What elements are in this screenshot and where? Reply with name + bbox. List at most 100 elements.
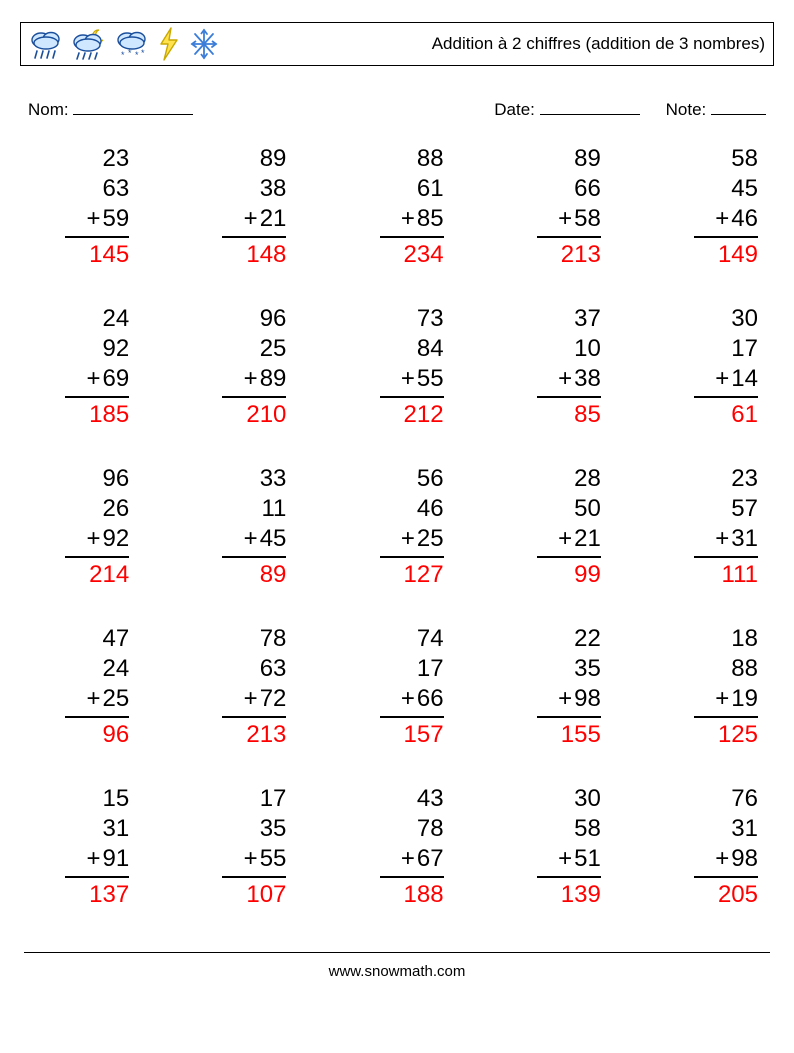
- operand-2: 50: [541, 494, 601, 524]
- addition-problem: 9625+89210: [187, 304, 286, 430]
- header-icons: * * * *: [27, 26, 221, 62]
- answer: 205: [698, 880, 758, 910]
- answer: 139: [541, 880, 601, 910]
- operand-3-line: +58: [541, 204, 601, 234]
- operand-2: 58: [541, 814, 601, 844]
- addition-problem: 5646+25127: [344, 464, 443, 590]
- operand-3-line: +14: [698, 364, 758, 394]
- addition-problem: 4378+67188: [344, 784, 443, 910]
- sum-rule: [222, 396, 286, 398]
- operator: +: [558, 684, 572, 714]
- operand-3: 69: [102, 364, 129, 394]
- answer: 157: [384, 720, 444, 750]
- operand-3: 92: [102, 524, 129, 554]
- addition-problem: 2492+69185: [30, 304, 129, 430]
- addition-problem: 8938+21148: [187, 144, 286, 270]
- answer: 137: [69, 880, 129, 910]
- addition-problem: 8966+58213: [502, 144, 601, 270]
- operand-1: 30: [541, 784, 601, 814]
- operand-3-line: +51: [541, 844, 601, 874]
- operand-2: 88: [698, 654, 758, 684]
- operand-3: 21: [574, 524, 601, 554]
- sum-rule: [537, 716, 601, 718]
- answer: 213: [226, 720, 286, 750]
- operand-3-line: +25: [69, 684, 129, 714]
- operand-3: 91: [102, 844, 129, 874]
- operator: +: [244, 684, 258, 714]
- date-field: Date:: [494, 96, 639, 120]
- operand-3: 66: [417, 684, 444, 714]
- operator: +: [244, 364, 258, 394]
- operand-3-line: +45: [226, 524, 286, 554]
- operand-2: 84: [384, 334, 444, 364]
- operator: +: [558, 844, 572, 874]
- operand-2: 63: [226, 654, 286, 684]
- note-field: Note:: [666, 96, 766, 120]
- sum-rule: [537, 396, 601, 398]
- sum-rule: [537, 876, 601, 878]
- operand-1: 58: [698, 144, 758, 174]
- operand-3-line: +55: [384, 364, 444, 394]
- answer: 145: [69, 240, 129, 270]
- lightning-icon: [155, 26, 183, 62]
- date-label: Date:: [494, 100, 535, 119]
- name-blank[interactable]: [73, 96, 193, 115]
- operand-1: 24: [69, 304, 129, 334]
- operand-1: 96: [69, 464, 129, 494]
- operand-3: 25: [417, 524, 444, 554]
- name-field: Nom:: [28, 96, 193, 120]
- sum-rule: [694, 236, 758, 238]
- addition-problem: 2235+98155: [502, 624, 601, 750]
- operand-1: 73: [384, 304, 444, 334]
- operand-3: 98: [731, 844, 758, 874]
- sum-rule: [694, 716, 758, 718]
- answer: 85: [541, 400, 601, 430]
- operand-3-line: +66: [384, 684, 444, 714]
- answer: 155: [541, 720, 601, 750]
- operand-2: 31: [69, 814, 129, 844]
- operand-3-line: +19: [698, 684, 758, 714]
- night-rain-cloud-icon: [69, 26, 109, 62]
- operator: +: [401, 844, 415, 874]
- operator: +: [401, 364, 415, 394]
- addition-problem: 4724+2596: [30, 624, 129, 750]
- operand-2: 66: [541, 174, 601, 204]
- footer-divider: [24, 952, 770, 953]
- operand-3-line: +69: [69, 364, 129, 394]
- operand-3-line: +89: [226, 364, 286, 394]
- snow-cloud-icon: * * * *: [113, 26, 151, 62]
- operand-1: 89: [226, 144, 286, 174]
- snowflake-icon: [187, 26, 221, 62]
- addition-problem: 5845+46149: [659, 144, 758, 270]
- operand-3: 55: [260, 844, 287, 874]
- sum-rule: [65, 876, 129, 878]
- addition-problem: 1531+91137: [30, 784, 129, 910]
- sum-rule: [537, 236, 601, 238]
- sum-rule: [222, 876, 286, 878]
- answer: 234: [384, 240, 444, 270]
- answer: 214: [69, 560, 129, 590]
- operator: +: [401, 684, 415, 714]
- answer: 213: [541, 240, 601, 270]
- worksheet-title: Addition à 2 chiffres (addition de 3 nom…: [432, 34, 765, 54]
- operand-1: 18: [698, 624, 758, 654]
- operand-2: 92: [69, 334, 129, 364]
- operand-2: 26: [69, 494, 129, 524]
- operand-3: 25: [102, 684, 129, 714]
- name-label: Nom:: [28, 100, 69, 120]
- problems-grid: 2363+591458938+211488861+852348966+58213…: [30, 144, 758, 910]
- operand-1: 30: [698, 304, 758, 334]
- answer: 127: [384, 560, 444, 590]
- operand-3: 67: [417, 844, 444, 874]
- addition-problem: 8861+85234: [344, 144, 443, 270]
- addition-problem: 3058+51 139: [502, 784, 601, 910]
- sum-rule: [537, 556, 601, 558]
- addition-problem: 2850+2199: [502, 464, 601, 590]
- answer: 149: [698, 240, 758, 270]
- operand-1: 76: [698, 784, 758, 814]
- answer: 148: [226, 240, 286, 270]
- operator: +: [715, 204, 729, 234]
- operand-1: 96: [226, 304, 286, 334]
- note-blank[interactable]: [711, 96, 766, 115]
- date-blank[interactable]: [540, 96, 640, 115]
